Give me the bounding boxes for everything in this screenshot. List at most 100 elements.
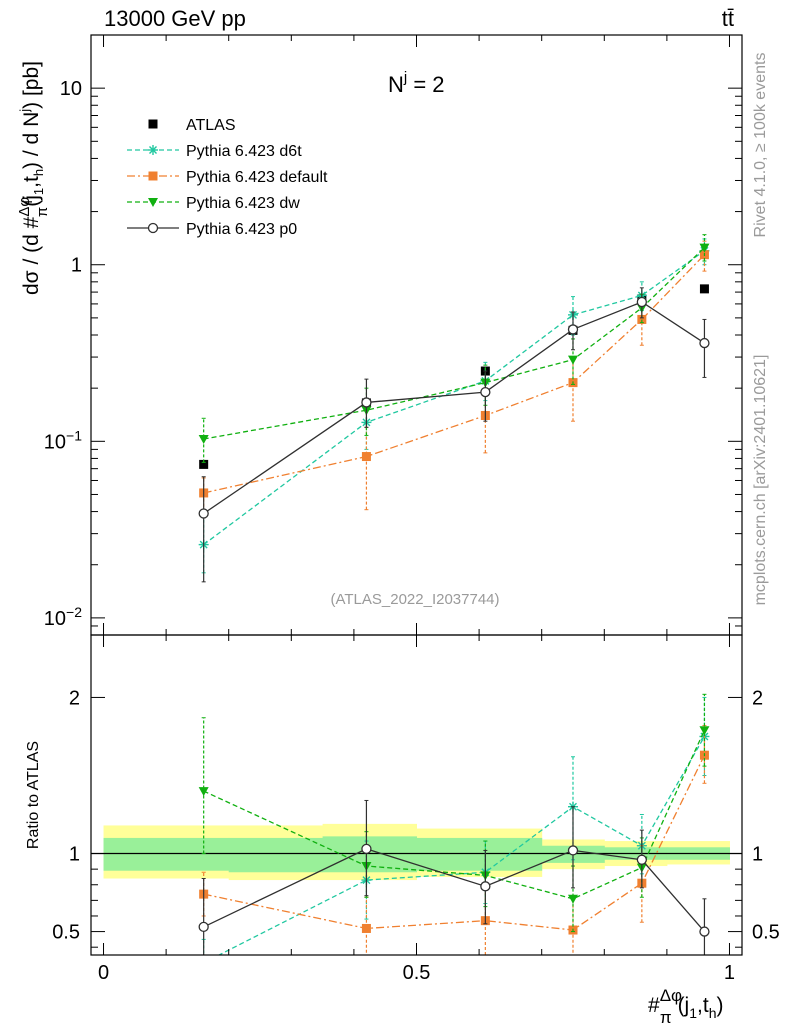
main-series-p0: [198, 287, 710, 583]
main-plot: [198, 234, 710, 583]
main-point-p0-4: [636, 296, 647, 308]
ratio-point-p0-5: [699, 926, 710, 937]
main-y-axis-label: dσ / (d #Δφπ(j1,th) / d Nj) [pb]: [16, 61, 51, 295]
ratio-tick-label-right-0: 0.5: [752, 922, 780, 944]
main-point-p0-2: [480, 386, 491, 398]
ratio-point-dw-0: [198, 787, 209, 797]
legend-marker-dw: [148, 198, 158, 207]
ratio-point-p0-1: [361, 843, 372, 855]
ratio-point-p0-2: [480, 881, 491, 892]
ratio-line-default: [203, 754, 706, 931]
ylabel-sub1: 1: [31, 188, 46, 195]
main-line-dw: [203, 247, 705, 440]
x-axis-label: #Δφ π (j1,th): [648, 986, 724, 1024]
legend-marker-p0: [147, 222, 159, 234]
panel-title-rest: = 2: [407, 72, 444, 97]
main-series-ATLAS: [199, 284, 709, 469]
xlabel-frac-num: Δφ: [660, 986, 682, 1005]
main-line-default: [203, 254, 705, 494]
ratio-series-dw: [198, 693, 710, 933]
panel-title: Nj = 2: [388, 69, 445, 97]
ratio-frame: [90, 634, 743, 956]
legend: ATLAS Pythia 6.423 d6t Pythia 6.423 defaul…: [127, 117, 328, 238]
xlabel-frac-den: π: [660, 1008, 672, 1024]
mcplots-label: mcplots.cern.ch [arXiv:2401.10621]: [752, 355, 769, 606]
main-point-dw-5: [699, 243, 710, 253]
main-point-ATLAS-0: [199, 459, 209, 469]
legend-marker-d6t-d2: [149, 146, 157, 154]
rivet-label: Rivet 4.1.0, ≥ 100k events: [752, 53, 769, 238]
legend-marker-default: [148, 171, 158, 181]
legend-label-d6t: Pythia 6.423 d6t: [186, 143, 302, 160]
y-tick-label-2: 1: [71, 255, 82, 277]
legend-marker-d6t: [148, 145, 158, 155]
xlabel-sub1: 1: [689, 1005, 697, 1021]
main-line-d6t: [203, 250, 705, 546]
ratio-point-p0-0: [198, 921, 209, 933]
legend-item-ATLAS: ATLAS: [148, 117, 236, 134]
ylabel-b: (j: [20, 195, 43, 207]
main-series-default: [199, 240, 709, 513]
ratio-tick-label-right-2: 2: [752, 687, 763, 709]
band-inner-1: [228, 837, 324, 873]
main-point-ATLAS-5: [699, 284, 709, 294]
y-tick-base-0: 10: [44, 608, 66, 630]
ratio-line-p0: [203, 848, 705, 933]
ratio-tick-label-left-0: 0.5: [52, 922, 80, 944]
legend-item-d6t: Pythia 6.423 d6t: [127, 143, 302, 160]
ylabel-d: ) / d N: [20, 112, 43, 169]
ylabel-frac-num: Δφ: [16, 197, 33, 217]
main-point-p0-3: [567, 324, 579, 335]
ylabel-a: dσ / (d #: [20, 216, 43, 295]
legend-item-p0: Pythia 6.423 p0: [127, 221, 297, 238]
main-point-dw-3: [567, 355, 578, 365]
main-point-dw-0: [198, 435, 209, 445]
xlabel-d: ): [717, 994, 724, 1017]
ylabel-sup: j: [17, 109, 32, 113]
ylabel-c: ,t: [20, 176, 43, 188]
main-point-p0-1: [361, 397, 372, 408]
process-label: tt̄: [722, 6, 734, 31]
band-inner-0: [103, 837, 230, 871]
svg-text:dσ / (d #Δφπ(j1,th) / d Nj) [p: dσ / (d #Δφπ(j1,th) / d Nj) [pb]: [16, 61, 51, 295]
analysis-label: (ATLAS_2022_I2037744): [330, 591, 499, 608]
ylabel-frac-den: π: [34, 207, 51, 217]
ratio-point-dw-5: [699, 726, 710, 736]
ratio-series-p0: [198, 799, 710, 955]
legend-item-dw: Pythia 6.423 dw: [127, 195, 300, 212]
legend-label-dw: Pythia 6.423 dw: [186, 195, 300, 212]
ratio-point-default-1: [361, 923, 371, 933]
ratio-point-d6t-0: [199, 958, 209, 968]
legend-item-default: Pythia 6.423 default: [127, 169, 328, 186]
xlabel-b: (j: [678, 994, 690, 1017]
ratio-point-p0-3: [567, 845, 579, 856]
panel-title-main: N: [388, 72, 404, 97]
ylabel-sub2: h: [31, 169, 46, 176]
legend-marker-ATLAS: [148, 119, 158, 129]
legend-label-p0: Pythia 6.423 p0: [186, 221, 297, 238]
main-point-default-4: [637, 314, 647, 324]
y-tick-label-0: 10−2: [44, 604, 82, 630]
main-point-p0-0: [198, 508, 209, 519]
svg-text:#Δφπ(j1,th): #Δφ π (j1,th): [648, 986, 724, 1024]
ratio-tick-label-left-1: 1: [69, 844, 80, 866]
xlabel-sub2: h: [709, 1005, 717, 1021]
ratio-point-dw-3: [567, 894, 578, 904]
ratio-y-axis-label: Ratio to ATLAS: [25, 741, 42, 849]
ratio-bands: [91, 823, 742, 881]
ratio-point-d6t-0-d2: [200, 959, 207, 966]
band-inner-3: [416, 837, 543, 871]
ratio-tick-label-right-1: 1: [752, 844, 763, 866]
legend-label-ATLAS: ATLAS: [186, 117, 236, 134]
y-tick-exp-0: −2: [66, 604, 82, 620]
band-inner-2: [322, 836, 417, 873]
xlabel-a: #: [648, 994, 660, 1017]
main-point-p0-5: [699, 337, 710, 349]
ylabel-e: ) [pb]: [20, 61, 43, 109]
ratio-plot: [198, 693, 710, 968]
energy-label: 13000 GeV pp: [104, 6, 246, 31]
ratio-tick-label-left-2: 2: [69, 687, 80, 709]
y-tick-label-1: 10−1: [44, 427, 82, 453]
